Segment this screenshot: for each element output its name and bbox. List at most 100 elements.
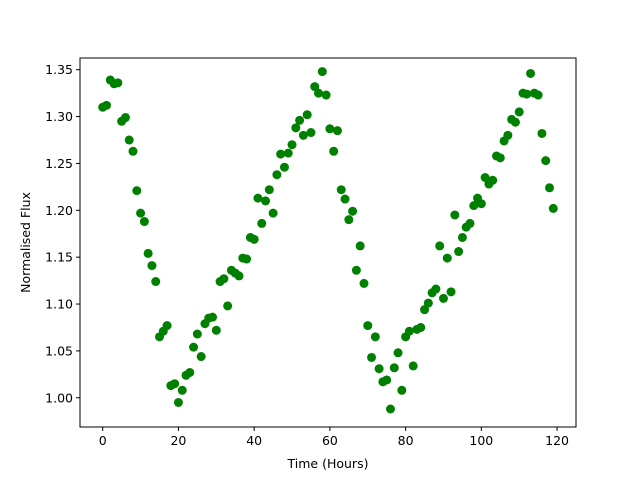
data-point: [295, 115, 305, 125]
y-axis-label: Normalised Flux: [18, 192, 33, 293]
data-point: [189, 342, 199, 352]
data-point: [310, 82, 320, 92]
data-points: [98, 67, 558, 414]
data-point: [454, 247, 464, 257]
data-point: [457, 232, 467, 242]
data-point: [143, 248, 153, 258]
data-point: [431, 284, 441, 294]
data-point: [367, 352, 377, 362]
data-point: [389, 363, 399, 373]
data-point: [423, 298, 433, 308]
data-point: [438, 293, 448, 303]
y-tick-label: 1.00: [45, 390, 73, 405]
data-point: [253, 193, 263, 203]
y-tick-label: 1.20: [45, 203, 73, 218]
data-point: [249, 234, 259, 244]
data-point: [393, 348, 403, 358]
data-point: [261, 196, 271, 206]
data-point: [488, 175, 498, 185]
data-point: [545, 183, 554, 193]
data-point: [541, 156, 551, 166]
data-point: [420, 305, 430, 315]
data-point: [435, 241, 445, 251]
data-point: [344, 215, 354, 225]
data-point: [132, 186, 142, 196]
data-point: [208, 312, 218, 322]
data-point: [325, 124, 335, 134]
data-point: [404, 326, 414, 336]
data-point: [495, 153, 505, 163]
data-point: [533, 90, 543, 100]
y-tick-label: 1.10: [45, 297, 73, 312]
data-point: [139, 217, 149, 227]
data-point: [416, 322, 426, 332]
y-tick-label: 1.25: [45, 156, 73, 171]
data-point: [503, 130, 513, 140]
data-point: [211, 325, 221, 335]
data-point: [279, 162, 289, 172]
data-point: [374, 364, 384, 374]
data-point: [522, 89, 532, 99]
data-point: [450, 210, 460, 220]
data-point: [287, 140, 297, 150]
data-point: [136, 208, 146, 218]
data-point: [442, 253, 452, 263]
data-point: [151, 277, 161, 287]
y-tick-label: 1.15: [45, 250, 73, 265]
data-point: [476, 199, 486, 209]
x-tick-label: 40: [246, 433, 262, 448]
data-point: [242, 254, 252, 264]
data-point: [257, 218, 267, 228]
x-tick-label: 80: [398, 433, 414, 448]
data-point: [302, 110, 312, 120]
data-point: [397, 385, 407, 395]
data-point: [306, 128, 316, 138]
data-point: [548, 203, 558, 213]
data-point: [120, 113, 130, 123]
data-point: [173, 397, 183, 407]
data-point: [355, 241, 365, 251]
data-point: [170, 379, 180, 389]
data-point: [162, 321, 172, 331]
data-point: [283, 148, 293, 158]
data-point: [510, 117, 520, 127]
data-point: [291, 123, 301, 133]
data-point: [537, 128, 547, 138]
y-axis-ticks: 1.00 1.05 1.10 1.15 1.20 1.25 1.30 1.35: [45, 62, 80, 405]
data-point: [465, 218, 475, 228]
data-point: [124, 135, 134, 145]
data-point: [480, 173, 490, 182]
data-point: [332, 126, 342, 136]
data-point: [351, 265, 361, 275]
plot-area-frame: [79, 57, 577, 428]
data-point: [370, 332, 380, 342]
x-axis-ticks: 0 20 40 60 80 100 120: [99, 427, 569, 448]
data-point: [514, 107, 524, 117]
data-point: [321, 90, 331, 100]
data-point: [382, 375, 392, 385]
x-tick-label: 120: [545, 433, 569, 448]
x-tick-label: 20: [170, 433, 186, 448]
data-point: [234, 271, 244, 281]
data-point: [340, 194, 350, 204]
data-point: [276, 149, 286, 159]
data-point: [177, 385, 187, 395]
data-point: [147, 261, 157, 271]
data-point: [219, 274, 229, 284]
data-point: [272, 170, 282, 180]
y-tick-label: 1.05: [45, 343, 73, 358]
data-point: [223, 301, 233, 311]
data-point: [185, 367, 195, 377]
x-tick-label: 0: [99, 433, 107, 448]
data-point: [298, 130, 308, 140]
y-tick-label: 1.30: [45, 109, 73, 124]
y-tick-label: 1.35: [45, 62, 73, 77]
x-tick-label: 60: [322, 433, 338, 448]
data-point: [113, 78, 123, 88]
data-point: [526, 68, 536, 78]
data-point: [102, 100, 111, 110]
data-point: [128, 146, 138, 156]
data-point: [385, 404, 395, 414]
data-point: [192, 329, 202, 339]
